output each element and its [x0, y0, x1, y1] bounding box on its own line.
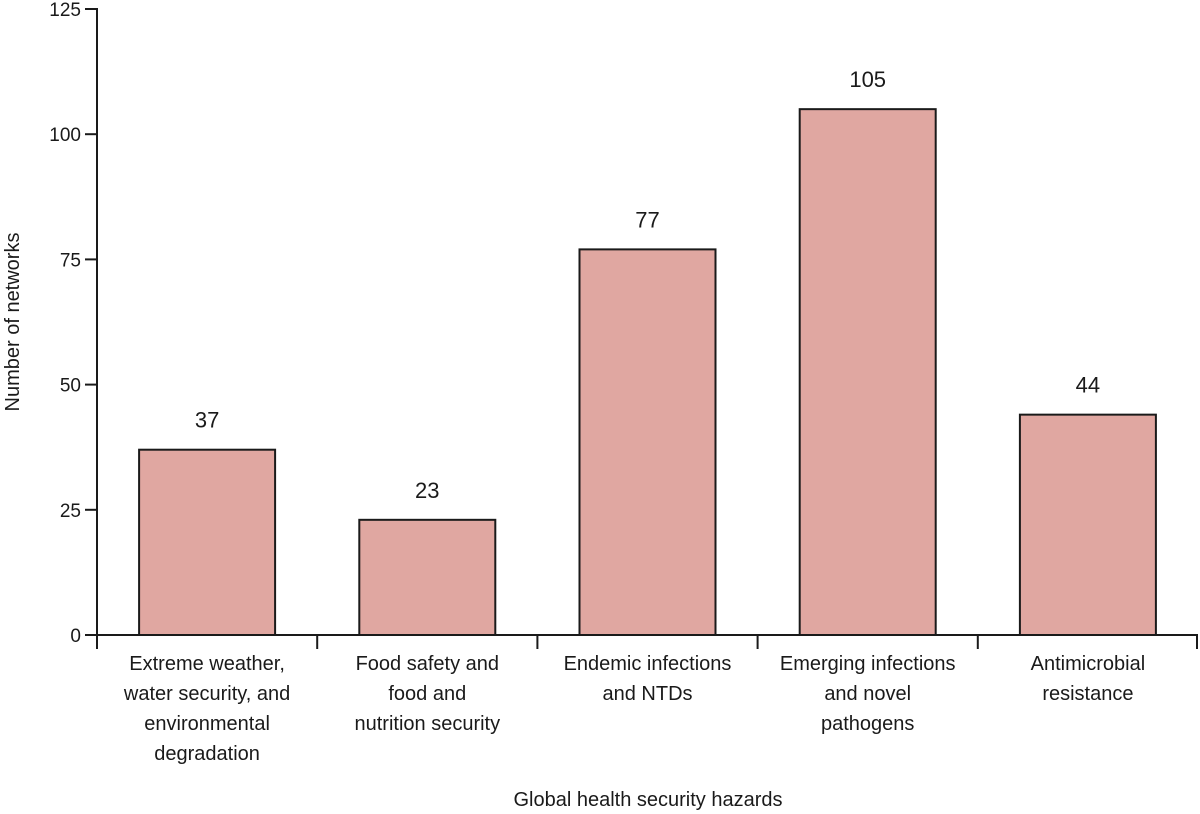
bar — [1018, 413, 1157, 637]
bars-group — [138, 108, 1157, 637]
y-axis-title: Number of networks — [2, 233, 24, 412]
value-labels-group: 37 23 77 105 44 — [195, 67, 1100, 503]
data-label: 105 — [849, 67, 886, 92]
category-label-line: resistance — [1042, 683, 1133, 705]
category-label-line: degradation — [154, 743, 260, 765]
data-label: 44 — [1076, 373, 1100, 398]
x-axis — [96, 634, 1198, 649]
data-label: 23 — [415, 478, 439, 503]
category-label-line: Extreme weather, — [129, 653, 285, 675]
category-label-line: and NTDs — [602, 683, 692, 705]
x-axis-title: Global health security hazards — [513, 789, 782, 811]
category-label-line: environmental — [144, 713, 270, 735]
category-labels-group: Extreme weather, water security, and envir… — [123, 653, 1145, 765]
category-label: Extreme weather, water security, and envir… — [123, 653, 290, 765]
category-label: Endemic infections and NTDs — [564, 653, 732, 705]
data-label: 37 — [195, 408, 219, 433]
y-tick-label: 25 — [60, 501, 81, 522]
category-label-line: Food safety and — [356, 653, 499, 675]
category-label-line: water security, and — [123, 683, 290, 705]
y-tick-label: 0 — [70, 626, 81, 647]
bar — [358, 518, 497, 636]
category-label-line: nutrition security — [354, 713, 500, 735]
y-tick-label: 50 — [60, 376, 81, 397]
y-tick-label: 75 — [60, 250, 81, 271]
category-label: Food safety and food and nutrition securit… — [354, 653, 500, 735]
y-tick-label: 100 — [49, 125, 81, 146]
category-label: Antimicrobial resistance — [1031, 653, 1145, 705]
y-tick-label: 125 — [49, 0, 81, 21]
y-axis: 0 25 50 75 100 125 — [49, 0, 98, 647]
category-label-line: food and — [388, 683, 466, 705]
category-label-line: Emerging infections — [780, 653, 956, 675]
bar — [578, 248, 717, 636]
category-label-line: Antimicrobial — [1031, 653, 1145, 675]
bar — [138, 448, 277, 637]
category-label-line: and novel — [824, 683, 911, 705]
category-label: Emerging infections and novel pathogens — [780, 653, 956, 735]
category-label-line: pathogens — [821, 713, 914, 735]
data-label: 77 — [635, 207, 659, 232]
category-label-line: Endemic infections — [564, 653, 732, 675]
bar — [798, 108, 937, 637]
